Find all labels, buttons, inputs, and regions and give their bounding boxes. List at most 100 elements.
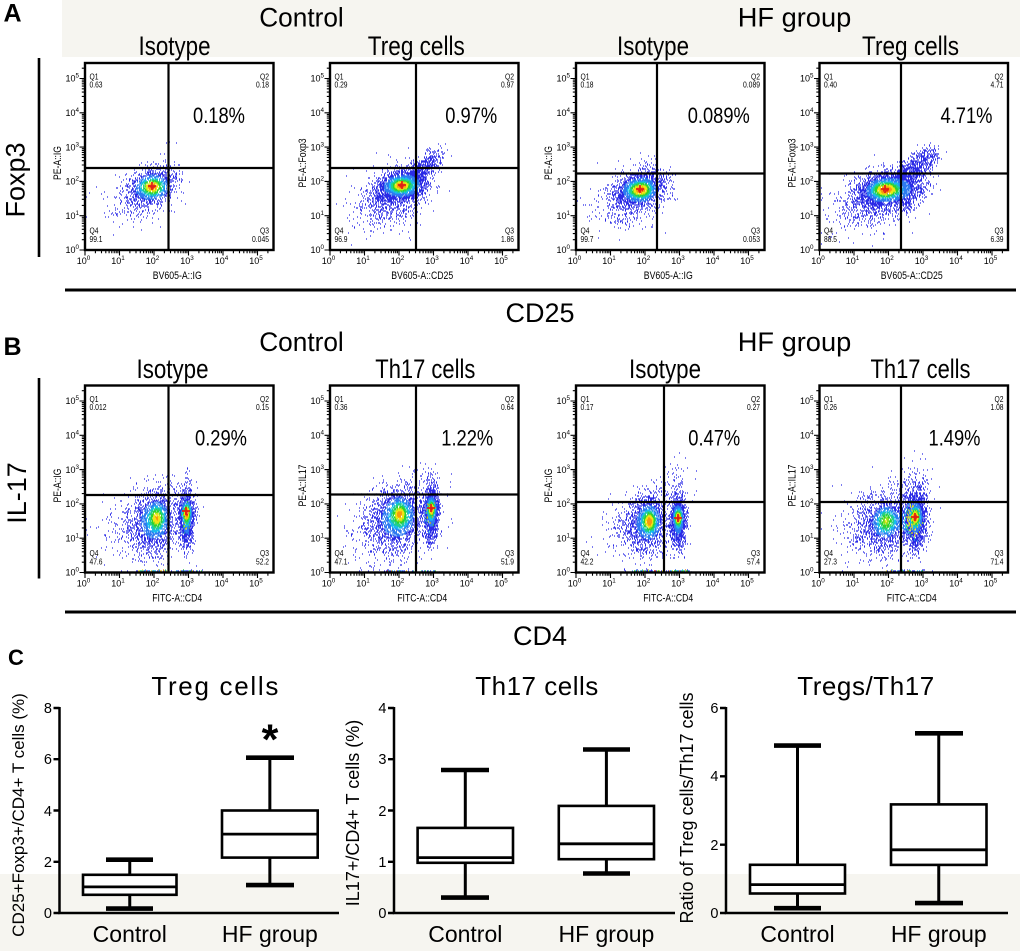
svg-text:102: 102 <box>65 176 79 187</box>
svg-text:101: 101 <box>111 255 125 266</box>
svg-text:103: 103 <box>425 578 439 589</box>
svg-text:FITC-A::CD4: FITC-A::CD4 <box>887 593 937 605</box>
svg-text:105: 105 <box>494 255 508 266</box>
svg-text:105: 105 <box>249 255 263 266</box>
svg-text:CD25: CD25 <box>505 298 574 328</box>
svg-text:51.9: 51.9 <box>501 557 514 567</box>
svg-text:0.089: 0.089 <box>743 80 760 90</box>
svg-text:CD4: CD4 <box>513 621 567 651</box>
svg-text:104: 104 <box>65 107 79 118</box>
svg-text:100: 100 <box>800 567 814 578</box>
svg-text:0.29: 0.29 <box>335 80 348 90</box>
svg-text:103: 103 <box>180 578 194 589</box>
svg-text:104: 104 <box>215 578 229 589</box>
svg-text:104: 104 <box>65 430 79 441</box>
svg-text:102: 102 <box>391 255 405 266</box>
svg-text:Q4: Q4 <box>90 226 99 236</box>
svg-text:104: 104 <box>800 430 814 441</box>
svg-text:105: 105 <box>494 578 508 589</box>
svg-text:105: 105 <box>65 395 79 406</box>
svg-text:103: 103 <box>425 255 439 266</box>
svg-text:HF group: HF group <box>222 921 318 947</box>
svg-text:Th17 cells: Th17 cells <box>871 354 971 384</box>
svg-text:Q2: Q2 <box>995 394 1004 404</box>
svg-text:105: 105 <box>249 578 263 589</box>
svg-text:101: 101 <box>356 255 370 266</box>
svg-text:PE-A::IG: PE-A::IG <box>543 469 555 503</box>
svg-text:105: 105 <box>800 73 814 84</box>
svg-text:6: 6 <box>44 752 52 768</box>
svg-text:Q4: Q4 <box>581 226 590 236</box>
svg-text:100: 100 <box>322 255 336 266</box>
svg-text:8: 8 <box>44 701 52 717</box>
svg-text:101: 101 <box>846 578 860 589</box>
svg-text:PE-A::IG: PE-A::IG <box>52 469 64 503</box>
svg-text:105: 105 <box>984 255 998 266</box>
svg-text:99.7: 99.7 <box>581 234 594 244</box>
svg-text:Q1: Q1 <box>581 394 590 404</box>
svg-text:HF group: HF group <box>558 921 654 947</box>
svg-text:FITC-A::CD4: FITC-A::CD4 <box>152 593 202 605</box>
svg-text:100: 100 <box>568 578 582 589</box>
svg-text:100: 100 <box>568 255 582 266</box>
svg-text:105: 105 <box>556 395 570 406</box>
svg-text:FITC-A::CD4: FITC-A::CD4 <box>643 593 693 605</box>
svg-text:2: 2 <box>710 838 718 854</box>
svg-text:Th17 cells: Th17 cells <box>375 354 475 384</box>
svg-text:105: 105 <box>984 578 998 589</box>
svg-text:Q1: Q1 <box>824 72 833 82</box>
svg-text:Ratio of Treg cells/Th17 cells: Ratio of Treg cells/Th17 cells <box>677 692 697 923</box>
svg-text:103: 103 <box>310 464 324 475</box>
svg-text:104: 104 <box>556 430 570 441</box>
svg-text:1.86: 1.86 <box>501 234 514 244</box>
svg-text:Control: Control <box>259 327 344 357</box>
svg-text:0: 0 <box>710 906 718 922</box>
svg-text:101: 101 <box>800 532 814 543</box>
svg-text:Q1: Q1 <box>90 394 99 404</box>
svg-text:Q3: Q3 <box>995 548 1004 558</box>
svg-text:100: 100 <box>322 578 336 589</box>
svg-text:101: 101 <box>556 210 570 221</box>
svg-text:Q4: Q4 <box>824 226 833 236</box>
svg-text:102: 102 <box>146 578 160 589</box>
svg-text:103: 103 <box>556 141 570 152</box>
svg-text:105: 105 <box>310 395 324 406</box>
svg-text:105: 105 <box>740 255 754 266</box>
svg-text:102: 102 <box>880 578 894 589</box>
svg-text:102: 102 <box>310 176 324 187</box>
svg-text:PE-A::IL17: PE-A::IL17 <box>297 465 309 507</box>
svg-text:Q3: Q3 <box>505 548 514 558</box>
svg-text:Q4: Q4 <box>581 548 590 558</box>
svg-text:Q4: Q4 <box>824 548 833 558</box>
svg-text:Treg cells: Treg cells <box>368 31 465 61</box>
svg-text:101: 101 <box>65 210 79 221</box>
svg-text:103: 103 <box>180 255 194 266</box>
svg-text:Q1: Q1 <box>90 72 99 82</box>
svg-text:0.053: 0.053 <box>743 234 760 244</box>
svg-text:A: A <box>4 0 22 28</box>
svg-text:104: 104 <box>556 107 570 118</box>
svg-text:99.1: 99.1 <box>90 234 103 244</box>
svg-text:FITC-A::CD4: FITC-A::CD4 <box>397 593 447 605</box>
svg-text:100: 100 <box>556 567 570 578</box>
svg-text:101: 101 <box>846 255 860 266</box>
svg-text:1.22%: 1.22% <box>441 426 493 451</box>
svg-text:Q3: Q3 <box>505 226 514 236</box>
svg-text:100: 100 <box>310 567 324 578</box>
svg-text:HF group: HF group <box>738 327 852 357</box>
svg-text:B: B <box>4 333 22 361</box>
svg-text:102: 102 <box>65 498 79 509</box>
svg-text:102: 102 <box>146 255 160 266</box>
svg-text:Q4: Q4 <box>335 548 344 558</box>
svg-text:101: 101 <box>310 532 324 543</box>
svg-text:100: 100 <box>77 255 91 266</box>
svg-text:105: 105 <box>310 73 324 84</box>
svg-text:Q2: Q2 <box>505 394 514 404</box>
svg-text:105: 105 <box>65 73 79 84</box>
svg-text:Tregs/Th17: Tregs/Th17 <box>797 671 934 701</box>
svg-text:0.18%: 0.18% <box>193 103 245 128</box>
svg-text:BV605-A::CD25: BV605-A::CD25 <box>391 270 453 282</box>
svg-text:0.15: 0.15 <box>256 402 269 412</box>
svg-text:103: 103 <box>65 141 79 152</box>
svg-text:PE-A::IG: PE-A::IG <box>543 146 555 180</box>
